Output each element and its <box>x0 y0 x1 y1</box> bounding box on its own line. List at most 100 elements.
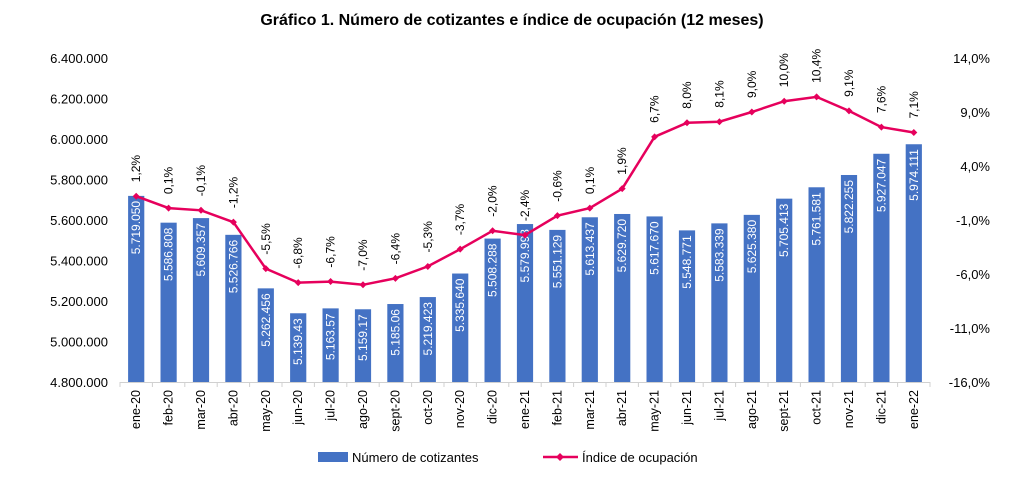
x-tick-label: mar-21 <box>583 390 597 430</box>
bar <box>290 313 307 382</box>
x-tick-label: dic-21 <box>874 390 888 424</box>
line-point <box>618 185 626 193</box>
line-point <box>813 93 821 101</box>
legend-label: Índice de ocupación <box>582 450 698 465</box>
x-tick-label: sept-20 <box>388 390 402 432</box>
bar-value-label: 5.625.380 <box>745 220 759 274</box>
y-right-tick-label: -11,0% <box>950 321 991 336</box>
line-point <box>521 231 529 239</box>
bar <box>225 234 242 382</box>
bar-value-label: 5.974.111 <box>907 149 921 201</box>
line-point <box>359 281 367 289</box>
bar-value-label: 5.583.339 <box>712 228 726 282</box>
line-point <box>910 129 918 137</box>
line-point <box>424 262 432 270</box>
bar <box>192 218 210 382</box>
bar-value-label: 5.613.437 <box>583 222 597 276</box>
bar-value-label: 5.579.993 <box>518 229 532 283</box>
bar-value-label: 5.586.808 <box>162 227 176 281</box>
bar-value-label: 5.548.771 <box>680 235 694 289</box>
y-left-tick-label: 6.200.000 <box>50 92 108 107</box>
bar <box>840 174 858 382</box>
bar-value-label: 5.159.17 <box>356 314 370 361</box>
line-point <box>651 133 659 141</box>
bar-value-label: 5.139.43 <box>291 318 305 365</box>
y-left-tick-label: 5.800.000 <box>50 173 108 188</box>
line-value-label: 0,1% <box>583 166 597 194</box>
line-point <box>586 204 594 212</box>
line-point <box>391 274 399 282</box>
legend-swatch-bar <box>318 452 348 462</box>
bar <box>484 238 501 382</box>
bar <box>322 308 339 382</box>
line-point <box>132 192 140 200</box>
x-tick-label: nov-20 <box>453 390 467 428</box>
bar-value-label: 5.705.413 <box>777 203 791 257</box>
line-point <box>197 206 205 214</box>
bar <box>905 144 922 382</box>
line-point <box>165 204 173 212</box>
bar-value-label: 5.526.766 <box>226 240 240 294</box>
line-value-label: -0,6% <box>550 170 564 202</box>
bar-value-label: 5.335.640 <box>453 278 467 332</box>
x-tick-label: abr-20 <box>226 390 240 426</box>
x-tick-label: feb-21 <box>550 390 564 425</box>
bar-value-label: 5.761.581 <box>810 192 824 246</box>
x-tick-label: feb-20 <box>162 390 176 425</box>
bar-value-label: 5.262.456 <box>259 293 273 347</box>
x-tick-label: ene-22 <box>907 390 921 429</box>
line-value-label: 10,0% <box>777 53 791 87</box>
bar-value-label: 5.551.129 <box>550 235 564 289</box>
x-tick-label: mar-20 <box>194 390 208 430</box>
line-point <box>748 108 756 116</box>
chart-title: Gráfico 1. Número de cotizantes e índice… <box>260 12 764 29</box>
line-point <box>780 97 788 105</box>
x-tick-label: jul-20 <box>324 390 338 422</box>
x-tick-label: ene-20 <box>129 390 143 429</box>
bar-value-label: 5.185.06 <box>388 309 402 356</box>
line-value-label: 6,7% <box>648 95 662 123</box>
y-left-tick-label: 5.400.000 <box>50 254 108 269</box>
bar-value-label: 5.617.670 <box>648 221 662 275</box>
line-value-label: -1,2% <box>226 176 240 208</box>
y-right-tick-label: 4,0% <box>960 159 990 174</box>
y-right-tick-label: 9,0% <box>960 105 990 120</box>
bar <box>808 187 825 382</box>
y-right-tick-label: -1,0% <box>956 213 990 228</box>
line-point <box>294 279 302 287</box>
y-left-tick-label: 4.800.000 <box>50 375 108 390</box>
y-left-tick-label: 5.200.000 <box>50 294 108 309</box>
bar-value-label: 5.163.57 <box>324 313 338 360</box>
bar <box>614 213 631 382</box>
bar <box>678 230 696 382</box>
bar-value-label: 5.927.047 <box>874 158 888 212</box>
line-value-label: -5,5% <box>259 223 273 255</box>
line-value-label: -6,7% <box>324 236 338 268</box>
line-point <box>715 118 723 126</box>
line-value-label: -2,4% <box>518 189 532 221</box>
line-value-label: 7,1% <box>907 91 921 119</box>
y-right-tick-label: 14,0% <box>953 51 990 66</box>
line-point <box>327 278 335 286</box>
bar-value-label: 5.219.423 <box>421 302 435 356</box>
line-value-label: -3,7% <box>453 203 467 235</box>
line-value-label: 8,1% <box>712 80 726 108</box>
bar-value-label: 5.508.288 <box>486 243 500 297</box>
y-left-tick-label: 6.400.000 <box>50 51 108 66</box>
line-point <box>845 107 853 115</box>
x-tick-label: jul-21 <box>712 390 726 422</box>
x-tick-label: may-21 <box>648 390 662 432</box>
y-left-tick-label: 5.000.000 <box>50 335 108 350</box>
line-value-label: 8,0% <box>680 81 694 109</box>
x-tick-label: oct-20 <box>421 390 435 425</box>
line-value-label: 9,1% <box>842 69 856 97</box>
x-tick-label: abr-21 <box>615 390 629 426</box>
bar <box>581 217 598 382</box>
line-point <box>229 218 237 226</box>
y-right-tick-label: -6,0% <box>956 267 990 282</box>
bar <box>776 198 793 382</box>
bar <box>387 304 404 382</box>
bar <box>516 224 534 382</box>
line-value-label: 9,0% <box>745 70 759 98</box>
